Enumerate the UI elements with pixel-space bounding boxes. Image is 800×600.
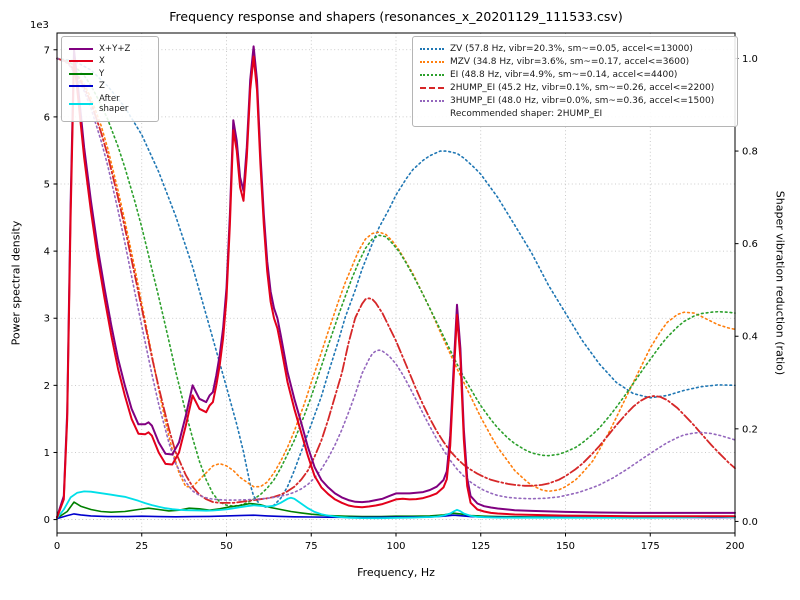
series-line-ei	[56, 57, 736, 507]
legend-item-ei: EI (48.8 Hz, vibr=4.9%, sm~=0.14, accel<…	[420, 70, 730, 81]
legend-label-3hump-ei: 3HUMP_EI (48.0 Hz, vibr=0.0%, sm~=0.36, …	[450, 95, 715, 106]
legend-label-mzv: MZV (34.8 Hz, vibr=3.6%, sm~=0.17, accel…	[450, 56, 690, 67]
legend-item-y: Y	[69, 69, 151, 79]
y-right-tick-label: 0.2	[742, 424, 758, 435]
series-line-after-shaper	[56, 490, 736, 520]
legend-axes: X+Y+Z X Y Z After shaper	[61, 36, 159, 122]
legend-label-sum: X+Y+Z	[99, 43, 131, 54]
y-left-tick-label: 2	[44, 381, 50, 392]
series-line-3hump-ei	[56, 57, 736, 501]
x-tick-label: 125	[471, 541, 490, 552]
legend-item-zv: ZV (57.8 Hz, vibr=20.3%, sm~=0.05, accel…	[420, 44, 730, 55]
line-sample-zv-icon	[420, 47, 444, 50]
y-right-tick-label: 0.0	[742, 517, 758, 528]
y-right-tick-label: 0.4	[742, 332, 758, 343]
x-tick-label: 100	[386, 541, 405, 552]
legend-note-text: Recommended shaper: 2HUMP_EI	[450, 109, 603, 120]
legend-item-x: X	[69, 56, 151, 66]
legend-item-sum: X+Y+Z	[69, 44, 151, 54]
y-right-tick-label: 0.6	[742, 239, 758, 250]
line-sample-x-icon	[69, 60, 93, 63]
legend-note-recommended: Recommended shaper: 2HUMP_EI	[420, 109, 730, 120]
legend-label-z: Z	[99, 81, 105, 92]
y-right-tick-label: 1.0	[742, 54, 758, 65]
line-sample-y-icon	[69, 72, 93, 75]
x-tick-label: 0	[54, 541, 60, 552]
legend-label-y: Y	[99, 68, 105, 79]
line-sample-mzv-icon	[420, 60, 444, 63]
line-sample-z-icon	[69, 85, 93, 88]
series-line-x	[56, 55, 736, 519]
y-left-tick-label: 4	[44, 247, 50, 258]
legend-label-2hump-ei: 2HUMP_EI (45.2 Hz, vibr=0.1%, sm~=0.26, …	[450, 82, 715, 93]
series-line-mzv	[56, 57, 736, 493]
x-axis-label: Frequency, Hz	[357, 566, 435, 579]
line-sample-sum-icon	[69, 47, 93, 50]
line-sample-2hump-ei-icon	[420, 87, 444, 90]
legend-item-3hump-ei: 3HUMP_EI (48.0 Hz, vibr=0.0%, sm~=0.36, …	[420, 96, 730, 107]
line-sample-3hump-ei-icon	[420, 100, 444, 103]
x-tick-label: 25	[135, 541, 148, 552]
chart-title: Frequency response and shapers (resonanc…	[169, 9, 623, 24]
x-tick-label: 75	[305, 541, 318, 552]
y-left-tick-label: 1	[44, 448, 50, 459]
x-tick-label: 50	[220, 541, 233, 552]
series-line-zv	[56, 57, 736, 509]
x-tick-label: 150	[556, 541, 575, 552]
x-tick-label: 175	[641, 541, 660, 552]
legend-label-zv: ZV (57.8 Hz, vibr=20.3%, sm~=0.05, accel…	[450, 43, 693, 54]
legend-item-z: Z	[69, 81, 151, 91]
line-sample-ei-icon	[420, 74, 444, 77]
y-left-tick-label: 3	[44, 314, 50, 325]
legend-item-after-shaper: After shaper	[69, 94, 151, 114]
y-left-tick-label: 0	[44, 515, 50, 526]
legend-label-after-shaper: After shaper	[99, 94, 129, 115]
legend-item-2hump-ei: 2HUMP_EI (45.2 Hz, vibr=0.1%, sm~=0.26, …	[420, 83, 730, 94]
x-tick-label: 200	[725, 541, 744, 552]
series-line-2hump-ei	[56, 57, 736, 504]
legend-item-mzv: MZV (34.8 Hz, vibr=3.6%, sm~=0.17, accel…	[420, 57, 730, 68]
y-right-tick-label: 0.8	[742, 147, 758, 158]
y-axis-label-left: Power spectral density	[9, 220, 23, 346]
y-left-tick-label: 6	[44, 112, 50, 123]
legend-shapers: ZV (57.8 Hz, vibr=20.3%, sm~=0.05, accel…	[412, 36, 738, 128]
line-sample-after-shaper-icon	[69, 103, 93, 106]
legend-label-x: X	[99, 56, 105, 67]
y-axis-offset-label: 1e3	[30, 20, 49, 31]
y-left-tick-label: 7	[44, 45, 50, 56]
y-axis-label-right: Shaper vibration reduction (ratio)	[773, 190, 787, 376]
y-left-tick-label: 5	[44, 180, 50, 191]
legend-label-ei: EI (48.8 Hz, vibr=4.9%, sm~=0.14, accel<…	[450, 69, 678, 80]
